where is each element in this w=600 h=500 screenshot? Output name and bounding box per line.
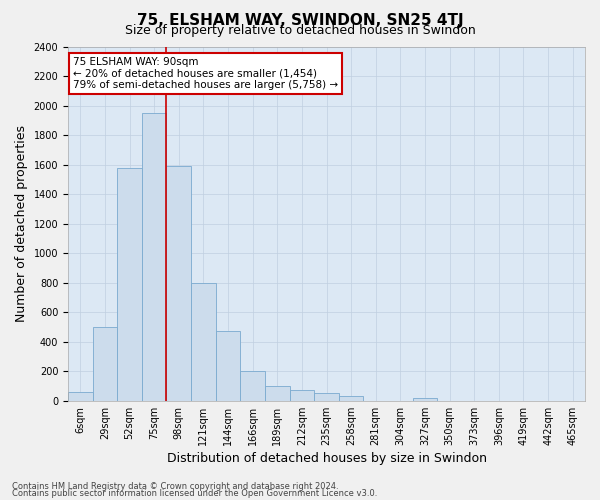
Bar [290,390,314,401]
Text: Contains HM Land Registry data © Crown copyright and database right 2024.: Contains HM Land Registry data © Crown c… [12,482,338,491]
Bar [216,332,241,401]
Bar [166,166,191,401]
Bar [339,396,364,401]
Bar [142,113,166,401]
Bar [413,398,437,401]
Bar [241,372,265,401]
Text: Contains public sector information licensed under the Open Government Licence v3: Contains public sector information licen… [12,489,377,498]
Text: 75, ELSHAM WAY, SWINDON, SN25 4TJ: 75, ELSHAM WAY, SWINDON, SN25 4TJ [137,12,463,28]
Bar [314,392,339,401]
Bar [191,282,216,401]
Text: 75 ELSHAM WAY: 90sqm
← 20% of detached houses are smaller (1,454)
79% of semi-de: 75 ELSHAM WAY: 90sqm ← 20% of detached h… [73,57,338,90]
X-axis label: Distribution of detached houses by size in Swindon: Distribution of detached houses by size … [167,452,487,465]
Bar [117,168,142,401]
Bar [92,327,117,401]
Bar [265,386,290,401]
Text: Size of property relative to detached houses in Swindon: Size of property relative to detached ho… [125,24,475,37]
Bar [68,392,92,401]
Y-axis label: Number of detached properties: Number of detached properties [15,125,28,322]
